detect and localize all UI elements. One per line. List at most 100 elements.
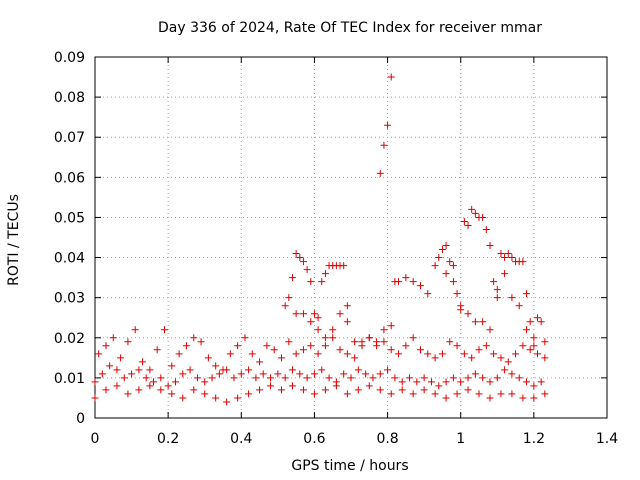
data-point — [150, 378, 158, 386]
data-point — [336, 346, 344, 354]
data-point — [98, 370, 106, 378]
data-point — [508, 294, 516, 302]
data-point — [321, 386, 329, 394]
data-point — [460, 217, 468, 225]
data-point — [380, 338, 388, 346]
data-point — [182, 342, 190, 350]
data-point — [256, 358, 264, 366]
data-point — [219, 366, 227, 374]
data-point — [515, 374, 523, 382]
series-spike-arc — [376, 73, 399, 286]
data-point — [541, 338, 549, 346]
data-point — [523, 326, 531, 334]
data-point — [278, 386, 286, 394]
x-tick-label: 1.2 — [523, 431, 545, 447]
data-point — [365, 334, 373, 342]
data-point — [479, 374, 487, 382]
data-point — [160, 326, 168, 334]
data-point — [124, 390, 132, 398]
data-point — [215, 370, 223, 378]
data-point — [354, 366, 362, 374]
data-point — [343, 350, 351, 358]
data-point — [168, 390, 176, 398]
data-point — [307, 318, 315, 326]
data-point — [416, 346, 424, 354]
data-point — [376, 169, 384, 177]
data-point — [168, 362, 176, 370]
data-point — [142, 374, 150, 382]
series-disturbed-arc-4 — [442, 262, 538, 350]
data-points — [91, 73, 549, 406]
data-point — [285, 294, 293, 302]
data-point — [351, 354, 359, 362]
data-point — [109, 334, 117, 342]
data-point — [475, 390, 483, 398]
data-point — [508, 390, 516, 398]
data-point — [482, 342, 490, 350]
series-disturbed-arc-3 — [435, 205, 549, 346]
data-point — [464, 386, 472, 394]
data-point — [409, 390, 417, 398]
data-point — [329, 334, 337, 342]
data-point — [157, 386, 165, 394]
data-point — [464, 221, 472, 229]
y-tick-label: 0.08 — [54, 90, 85, 106]
data-point — [340, 262, 348, 270]
y-tick-label: 0 — [76, 411, 85, 427]
data-point — [186, 366, 194, 374]
data-point — [321, 334, 329, 342]
data-point — [321, 270, 329, 278]
data-point — [395, 350, 403, 358]
data-point — [310, 390, 318, 398]
x-tick-labels: 0 0.2 0.4 0.6 0.8 1 1.2 1.4 — [91, 431, 619, 447]
y-tick-label: 0.04 — [54, 251, 85, 267]
data-point — [471, 370, 479, 378]
data-point — [530, 342, 538, 350]
data-point — [475, 346, 483, 354]
data-point — [190, 334, 198, 342]
data-point — [336, 310, 344, 318]
data-point — [171, 378, 179, 386]
data-point — [387, 390, 395, 398]
data-point — [190, 386, 198, 394]
data-point — [409, 334, 417, 342]
data-point — [340, 370, 348, 378]
series-satellite-tracks-mid — [95, 326, 549, 374]
data-point — [486, 242, 494, 250]
grid-lines — [95, 57, 607, 418]
data-point — [420, 386, 428, 394]
data-point — [515, 302, 523, 310]
data-point — [501, 366, 509, 374]
data-point — [102, 386, 110, 394]
chart-title: Day 336 of 2024, Rate Of TEC Index for r… — [158, 20, 542, 36]
data-point — [292, 250, 300, 258]
axis-ticks — [94, 56, 608, 419]
data-point — [208, 374, 216, 382]
data-point — [508, 370, 516, 378]
data-point — [449, 374, 457, 382]
data-point — [307, 278, 315, 286]
data-point — [131, 326, 139, 334]
data-point — [519, 258, 527, 266]
data-point — [376, 386, 384, 394]
data-point — [413, 378, 421, 386]
data-point — [237, 370, 245, 378]
data-point — [245, 390, 253, 398]
data-point — [468, 205, 476, 213]
data-point — [139, 358, 147, 366]
data-point — [281, 374, 289, 382]
data-point — [292, 350, 300, 358]
data-point — [113, 366, 121, 374]
data-point — [508, 254, 516, 262]
data-point — [343, 390, 351, 398]
data-point — [537, 378, 545, 386]
data-point — [197, 338, 205, 346]
data-point — [438, 350, 446, 358]
data-point — [398, 386, 406, 394]
data-point — [91, 394, 99, 402]
data-point — [270, 346, 278, 354]
data-point — [416, 282, 424, 290]
data-point — [278, 354, 286, 362]
data-point — [365, 382, 373, 390]
